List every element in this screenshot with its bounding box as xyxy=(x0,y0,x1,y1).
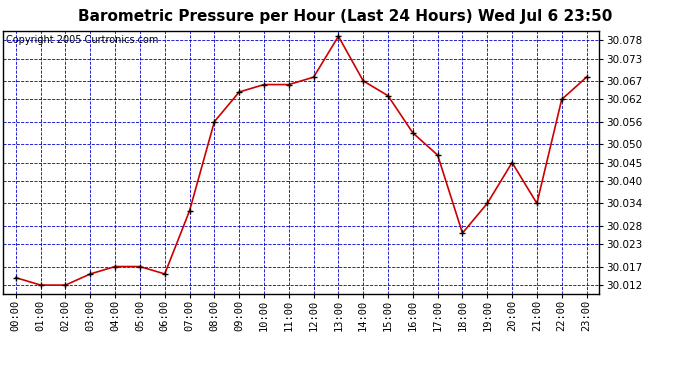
Text: Copyright 2005 Curtronics.com: Copyright 2005 Curtronics.com xyxy=(6,35,159,45)
Text: Barometric Pressure per Hour (Last 24 Hours) Wed Jul 6 23:50: Barometric Pressure per Hour (Last 24 Ho… xyxy=(78,9,612,24)
